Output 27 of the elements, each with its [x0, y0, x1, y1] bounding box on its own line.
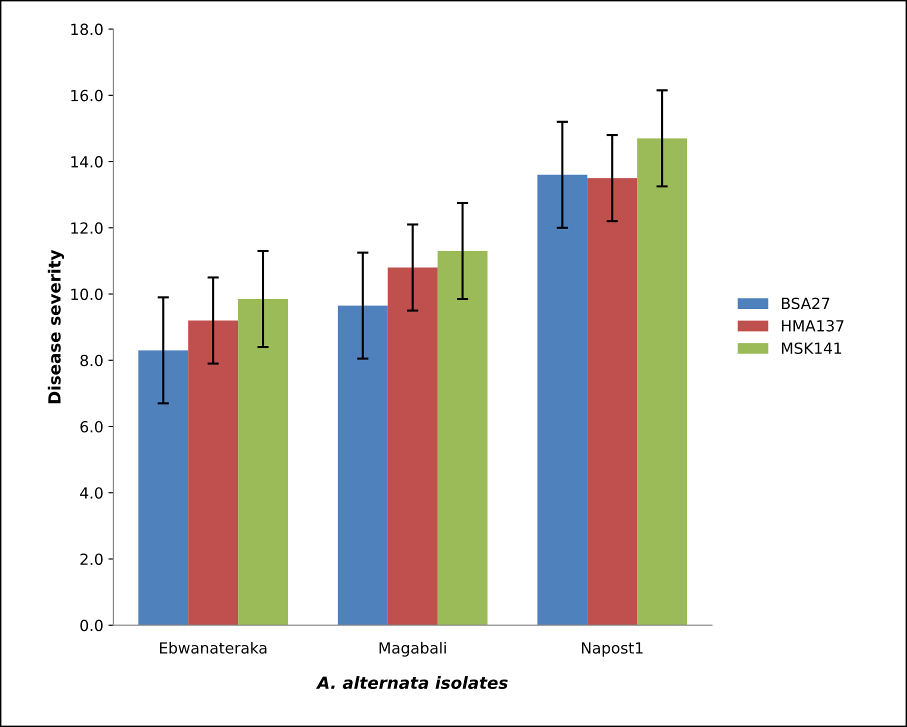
y-tick-label: 14.0	[71, 156, 103, 168]
y-tick-label: 16.0	[71, 90, 103, 102]
bar	[637, 138, 688, 626]
x-axis-title: A. alternata isolates	[316, 676, 508, 690]
y-tick-label: 4.0	[80, 487, 103, 499]
y-tick-label: 2.0	[80, 553, 103, 566]
x-tick-label: Ebwanateraka	[160, 642, 266, 654]
bar	[238, 299, 288, 626]
y-axis-title: Disease severity	[48, 250, 64, 404]
y-tick-label: 10.0	[71, 288, 103, 300]
bar	[438, 250, 488, 626]
legend-label: MSK141	[782, 342, 842, 354]
bar	[587, 178, 638, 626]
y-tick-label: 12.0	[71, 222, 103, 234]
bar	[388, 268, 438, 626]
y-tick-label: 0.0	[80, 620, 103, 632]
y-tick-label: 8.0	[80, 354, 103, 366]
x-tick-label: Napost1	[582, 642, 643, 657]
bar	[338, 306, 388, 626]
bar	[537, 174, 588, 626]
legend-label: BSA27	[782, 298, 830, 310]
x-tick-label: Magabali	[380, 642, 446, 657]
bar	[188, 320, 238, 626]
legend-label: HMA137	[782, 320, 844, 332]
y-tick-label: 18.0	[71, 24, 103, 36]
bar	[138, 350, 188, 626]
y-tick-label: 6.0	[80, 420, 103, 433]
